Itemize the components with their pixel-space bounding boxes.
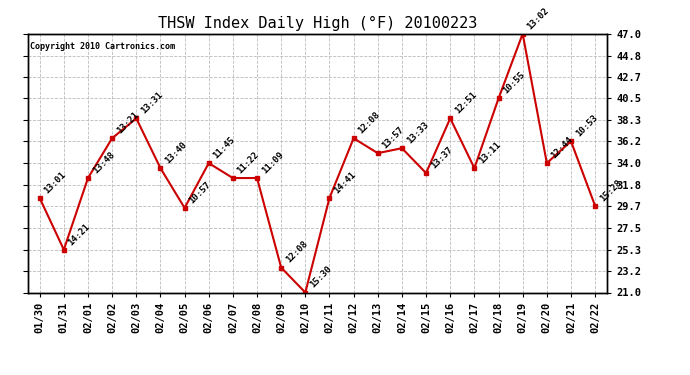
Text: 14:21: 14:21 xyxy=(67,222,92,247)
Text: 15:28: 15:28 xyxy=(598,178,623,203)
Text: 11:09: 11:09 xyxy=(260,150,285,175)
Text: 13:01: 13:01 xyxy=(43,170,68,195)
Text: 13:21: 13:21 xyxy=(115,110,140,135)
Text: 12:44: 12:44 xyxy=(550,135,575,160)
Text: 13:48: 13:48 xyxy=(91,150,116,175)
Text: 10:55: 10:55 xyxy=(502,70,526,96)
Text: 15:30: 15:30 xyxy=(308,264,333,290)
Text: 13:57: 13:57 xyxy=(381,125,406,150)
Text: 13:11: 13:11 xyxy=(477,140,502,165)
Text: Copyright 2010 Cartronics.com: Copyright 2010 Cartronics.com xyxy=(30,42,175,51)
Text: 13:31: 13:31 xyxy=(139,90,164,116)
Text: 12:51: 12:51 xyxy=(453,90,478,116)
Text: 10:53: 10:53 xyxy=(574,113,599,138)
Text: 13:33: 13:33 xyxy=(405,120,430,146)
Text: 11:45: 11:45 xyxy=(212,135,237,160)
Title: THSW Index Daily High (°F) 20100223: THSW Index Daily High (°F) 20100223 xyxy=(158,16,477,31)
Text: 12:08: 12:08 xyxy=(284,240,309,265)
Text: 12:08: 12:08 xyxy=(357,110,382,135)
Text: 13:37: 13:37 xyxy=(429,145,454,170)
Text: 13:40: 13:40 xyxy=(164,140,188,165)
Text: 13:02: 13:02 xyxy=(526,6,551,31)
Text: 10:57: 10:57 xyxy=(188,180,213,205)
Text: 14:41: 14:41 xyxy=(333,170,357,195)
Text: 11:22: 11:22 xyxy=(236,150,261,175)
